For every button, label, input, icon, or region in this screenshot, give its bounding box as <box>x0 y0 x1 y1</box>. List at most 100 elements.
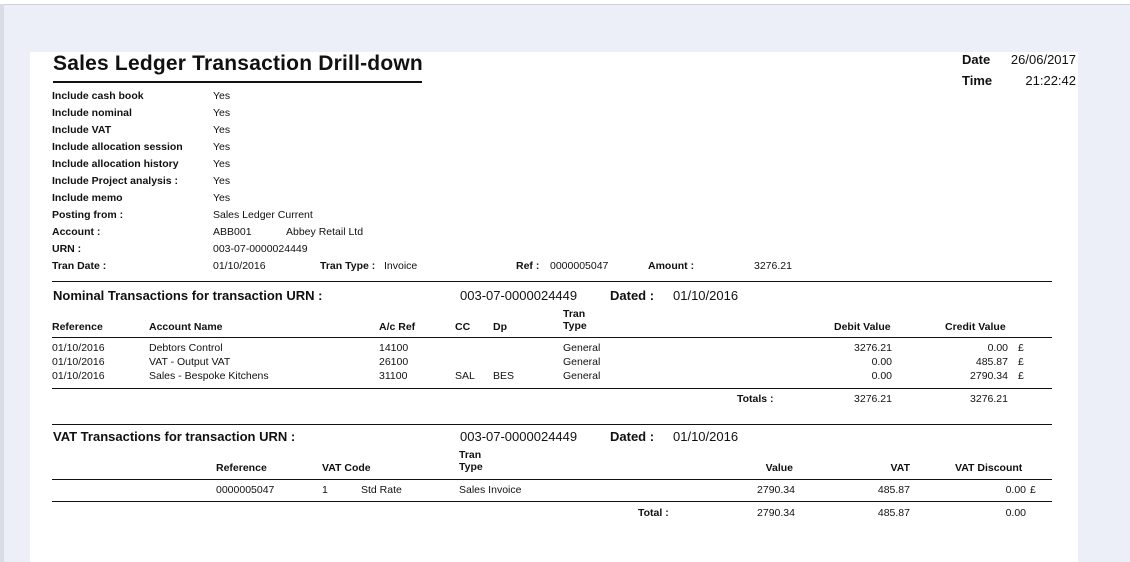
urn-value: 003-07-0000024449 <box>213 243 308 255</box>
tran-type-label: Tran Type : <box>320 260 376 272</box>
vat-section-title: VAT Transactions for transaction URN : <box>53 429 296 444</box>
vat-row-1-currency: £ <box>1030 484 1036 496</box>
criteria-label-allocation-session: Include allocation session <box>52 141 183 153</box>
nominal-row-1-debit: 3276.21 <box>854 342 892 354</box>
nominal-row-1-currency: £ <box>1018 342 1024 354</box>
vat-col-vat: VAT <box>890 462 910 474</box>
vat-dated-label: Dated : <box>610 429 655 444</box>
vat-col-vat-code: VAT Code <box>322 462 371 474</box>
nominal-rows-bottom-rule <box>52 388 1052 389</box>
vat-row-1-tran-type: Sales Invoice <box>459 484 522 496</box>
vat-col-tran-type-line2: Type <box>459 461 483 473</box>
vat-row-1-value: 2790.34 <box>757 484 795 496</box>
criteria-label-posting-from: Posting from : <box>52 209 124 221</box>
vat-total-vat: 485.87 <box>877 507 910 519</box>
nominal-row-3-account-name: Sales - Bespoke Kitchens <box>149 370 269 382</box>
report-page: Sales Ledger Transaction Drill-down Date… <box>30 52 1078 562</box>
vat-col-tran-type-line1: Tran <box>459 449 482 461</box>
criteria-value-allocation-session: Yes <box>213 141 231 153</box>
nominal-col-cc: CC <box>455 321 471 333</box>
nominal-dated-value: 01/10/2016 <box>673 288 739 303</box>
nominal-section-urn: 003-07-0000024449 <box>460 288 578 303</box>
nominal-row-2-credit: 485.87 <box>975 356 1008 368</box>
nominal-header-rule <box>52 337 1052 338</box>
vat-row-1-vat-discount: 0.00 <box>1005 484 1026 496</box>
nominal-section-title: Nominal Transactions for transaction URN… <box>53 288 323 303</box>
window-top-edge <box>0 0 1130 5</box>
date-label: Date <box>962 52 991 67</box>
time-label: Time <box>962 73 993 88</box>
nominal-col-tran-type-line1: Tran <box>563 308 586 320</box>
criteria-value-nominal: Yes <box>213 107 231 119</box>
vat-total-discount: 0.00 <box>1005 507 1026 519</box>
nominal-row-3-credit: 2790.34 <box>970 370 1008 382</box>
nominal-row-1-tran-type: General <box>563 342 601 354</box>
nominal-row-2-ac-ref: 26100 <box>379 356 409 368</box>
vat-section-top-rule <box>52 424 1052 425</box>
nominal-row-1-credit: 0.00 <box>987 342 1008 354</box>
account-name: Abbey Retail Ltd <box>286 226 364 238</box>
vat-col-value: Value <box>765 462 793 474</box>
criteria-value-vat: Yes <box>213 124 231 136</box>
title-underline <box>53 81 422 83</box>
nominal-row-3-dp: BES <box>493 370 515 382</box>
amount-label: Amount : <box>648 260 695 272</box>
nominal-totals-label: Totals : <box>737 393 774 405</box>
vat-rows-bottom-rule <box>52 501 1052 502</box>
amount-value: 3276.21 <box>754 260 792 272</box>
tran-type-value: Invoice <box>384 260 418 272</box>
nominal-col-tran-type-line2: Type <box>563 320 587 332</box>
time-value: 21:22:42 <box>1025 73 1076 88</box>
tran-date-label: Tran Date : <box>52 260 107 272</box>
nominal-row-2-tran-type: General <box>563 356 601 368</box>
nominal-row-1-ac-ref: 14100 <box>379 342 409 354</box>
nominal-total-credit: 3276.21 <box>970 393 1008 405</box>
vat-row-1-vat: 485.87 <box>877 484 910 496</box>
nominal-col-ac-ref: A/c Ref <box>379 321 416 333</box>
nominal-row-1-account-name: Debtors Control <box>149 342 223 354</box>
criteria-label-allocation-history: Include allocation history <box>52 158 179 170</box>
vat-dated-value: 01/10/2016 <box>673 429 739 444</box>
nominal-col-dp: Dp <box>493 321 507 333</box>
criteria-label-cash-book: Include cash book <box>52 90 144 102</box>
nominal-row-3-tran-type: General <box>563 370 601 382</box>
window-left-edge <box>0 4 4 562</box>
nominal-col-debit: Debit Value <box>834 321 891 333</box>
criteria-value-allocation-history: Yes <box>213 158 231 170</box>
nominal-row-3-reference: 01/10/2016 <box>52 370 105 382</box>
criteria-value-posting-from: Sales Ledger Current <box>213 209 313 221</box>
vat-row-1-reference: 0000005047 <box>216 484 275 496</box>
ref-label: Ref : <box>516 260 540 272</box>
vat-header-rule <box>52 479 1052 480</box>
date-value: 26/06/2017 <box>1010 52 1076 67</box>
criteria-value-memo: Yes <box>213 192 231 204</box>
nominal-row-3-cc: SAL <box>455 370 475 382</box>
vat-col-reference: Reference <box>216 462 267 474</box>
nominal-section-top-rule <box>52 281 1052 282</box>
vat-section-urn: 003-07-0000024449 <box>460 429 578 444</box>
account-label: Account : <box>52 226 101 238</box>
ref-value: 0000005047 <box>550 260 609 272</box>
nominal-row-3-ac-ref: 31100 <box>379 370 408 382</box>
vat-row-1-rate: Std Rate <box>361 484 402 496</box>
nominal-row-1-reference: 01/10/2016 <box>52 342 105 354</box>
nominal-row-2-account-name: VAT - Output VAT <box>149 356 231 368</box>
report-title: Sales Ledger Transaction Drill-down <box>53 52 423 75</box>
vat-col-vat-discount: VAT Discount <box>955 462 1023 474</box>
account-code: ABB001 <box>213 226 252 238</box>
nominal-col-credit: Credit Value <box>945 321 1006 333</box>
nominal-col-reference: Reference <box>52 321 103 333</box>
nominal-row-2-debit: 0.00 <box>871 356 892 368</box>
vat-total-label: Total : <box>638 507 669 519</box>
nominal-row-3-debit: 0.00 <box>871 370 892 382</box>
criteria-label-project-analysis: Include Project analysis : <box>52 175 179 187</box>
vat-total-value: 2790.34 <box>757 507 795 519</box>
criteria-value-project-analysis: Yes <box>213 175 231 187</box>
nominal-dated-label: Dated : <box>610 288 655 303</box>
nominal-col-account-name: Account Name <box>149 321 223 333</box>
nominal-row-2-currency: £ <box>1018 356 1024 368</box>
criteria-label-nominal: Include nominal <box>52 107 132 119</box>
criteria-label-vat: Include VAT <box>52 124 112 136</box>
criteria-value-cash-book: Yes <box>213 90 231 102</box>
nominal-row-3-currency: £ <box>1018 370 1024 382</box>
